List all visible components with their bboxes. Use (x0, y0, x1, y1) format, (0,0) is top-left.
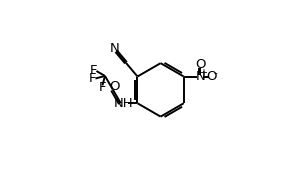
Text: O: O (195, 58, 206, 71)
Text: F: F (90, 64, 98, 77)
Text: N: N (110, 43, 119, 56)
Text: -: - (213, 68, 217, 78)
Text: F: F (99, 82, 107, 95)
Text: +: + (199, 68, 207, 78)
Text: O: O (207, 70, 217, 83)
Text: O: O (109, 80, 120, 93)
Text: N: N (196, 70, 205, 83)
Text: NH: NH (114, 97, 133, 110)
Text: F: F (89, 72, 97, 85)
